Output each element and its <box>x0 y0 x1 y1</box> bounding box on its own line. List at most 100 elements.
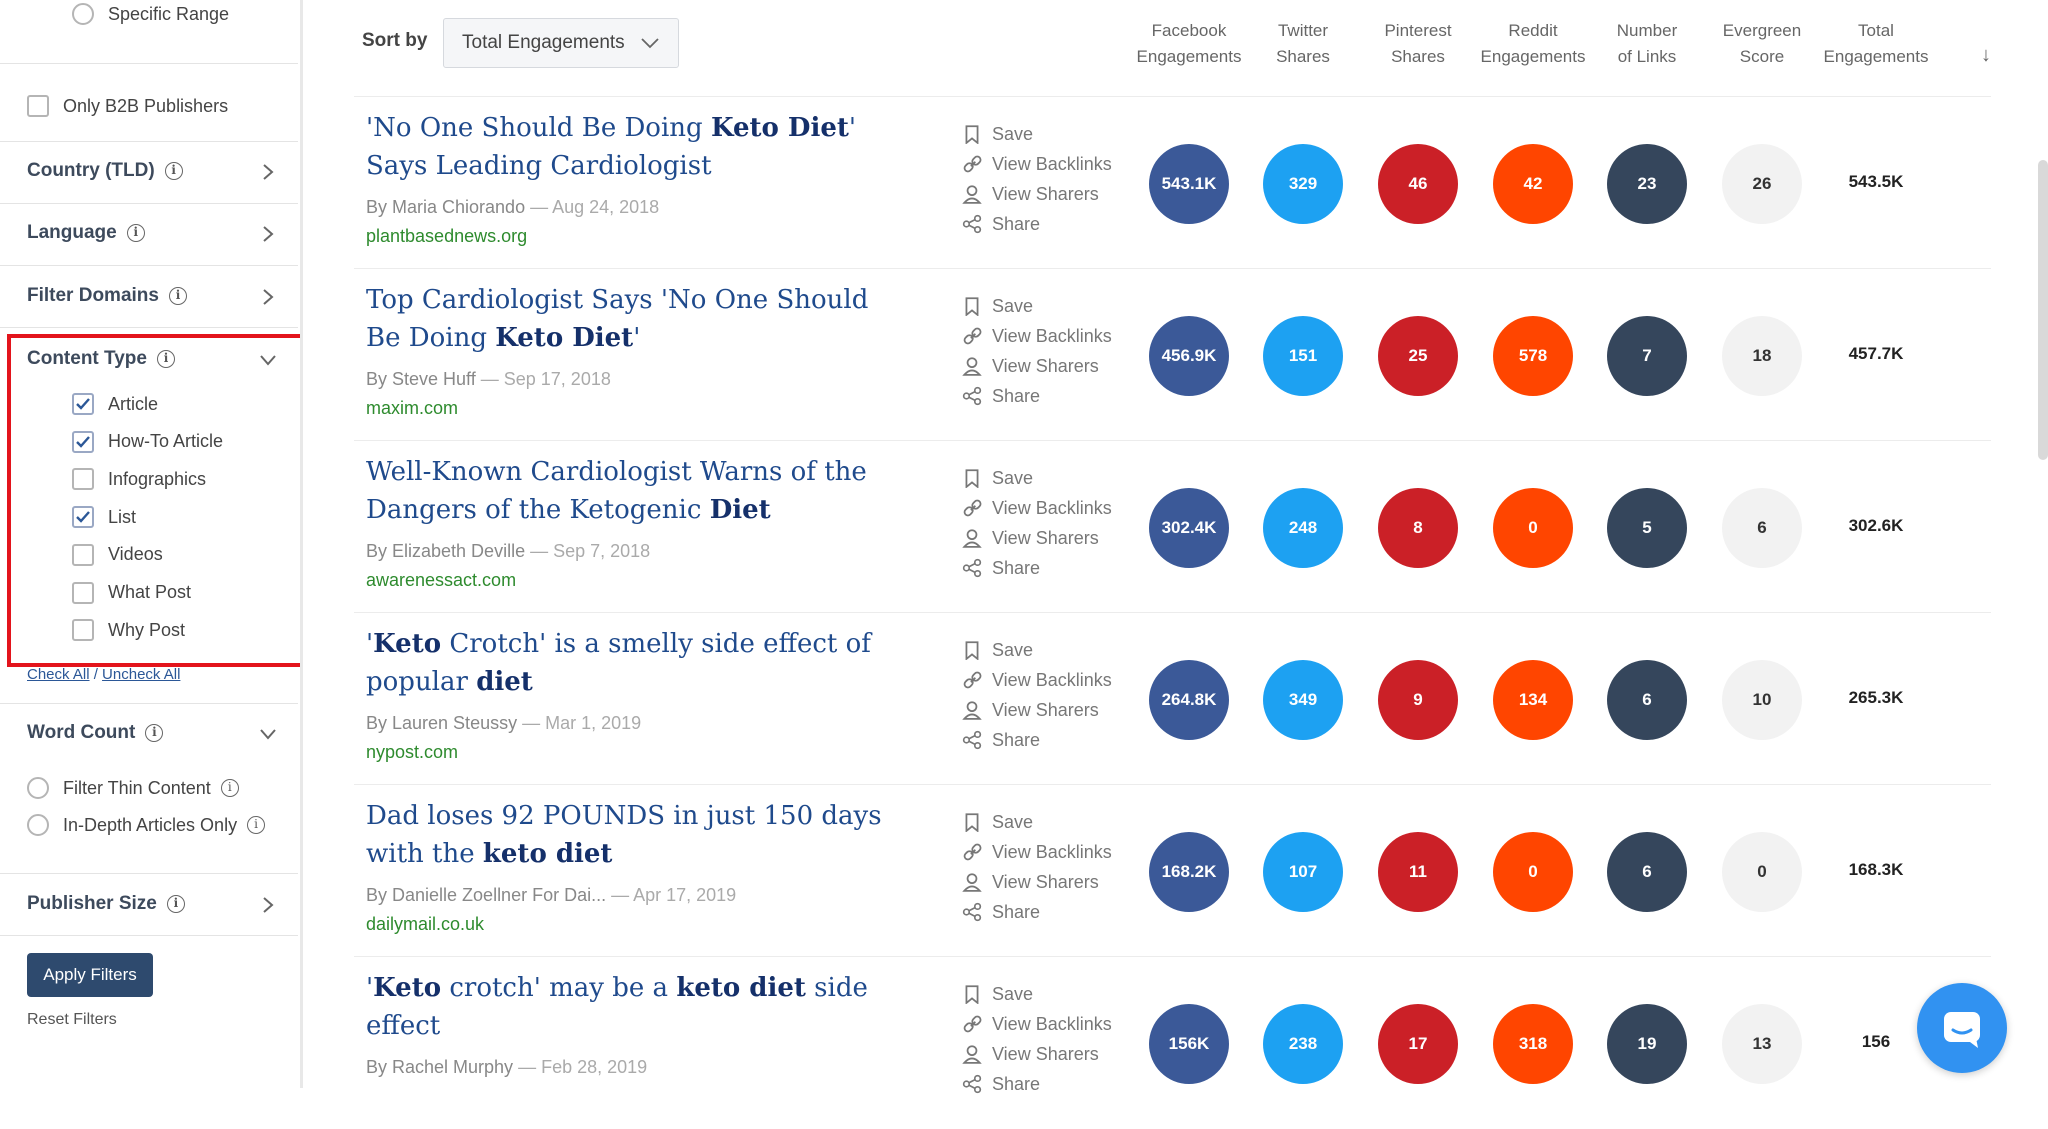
article-title-link[interactable]: Well-Known Cardiologist Warns of the Dan… <box>366 453 906 529</box>
column-header[interactable]: Evergreen Score <box>1702 18 1822 70</box>
info-icon[interactable]: i <box>145 724 164 742</box>
in-depth-option[interactable]: In-Depth Articles Only i <box>27 814 266 836</box>
info-icon[interactable]: i <box>164 162 183 180</box>
filter-thin-radio[interactable] <box>27 777 49 799</box>
b2b-option[interactable]: Only B2B Publishers <box>27 95 228 117</box>
save-button[interactable]: Save <box>962 291 1112 321</box>
specific-range-option[interactable]: Specific Range <box>72 3 229 25</box>
article-title-link[interactable]: 'Keto crotch' may be a keto diet side ef… <box>366 969 906 1045</box>
save-button[interactable]: Save <box>962 807 1112 837</box>
domain-link[interactable]: plantbasednews.org <box>366 226 528 246</box>
view-backlinks-button[interactable]: View Backlinks <box>962 493 1112 523</box>
view-sharers-button[interactable]: View Sharers <box>962 351 1112 381</box>
view-sharers-button[interactable]: View Sharers <box>962 1039 1112 1069</box>
column-header[interactable]: Pinterest Shares <box>1358 18 1478 70</box>
content-type-option[interactable]: Infographics <box>72 468 206 491</box>
sort-dropdown[interactable]: Total Engagements <box>443 18 679 68</box>
content-type-option[interactable]: Videos <box>72 543 163 566</box>
column-header[interactable]: Number of Links <box>1587 18 1707 70</box>
view-backlinks-button[interactable]: View Backlinks <box>962 149 1112 179</box>
filter-thin-option[interactable]: Filter Thin Content i <box>27 777 239 799</box>
view-backlinks-button[interactable]: View Backlinks <box>962 321 1112 351</box>
article-title-link[interactable]: 'No One Should Be Doing Keto Diet' Says … <box>366 109 906 185</box>
column-header[interactable]: Total Engagements <box>1816 18 1936 70</box>
domain-link[interactable]: dailymail.co.uk <box>366 914 485 934</box>
column-header[interactable]: Facebook Engagements <box>1129 18 1249 70</box>
article-title-link[interactable]: Dad loses 92 POUNDS in just 150 days wit… <box>366 797 906 873</box>
column-header[interactable]: Reddit Engagements <box>1473 18 1593 70</box>
chevron-right-icon[interactable] <box>258 287 278 307</box>
content-type-option[interactable]: How-To Article <box>72 430 223 453</box>
country-section[interactable]: Country (TLD) i <box>27 160 183 182</box>
share-button[interactable]: Share <box>962 381 1112 411</box>
info-icon[interactable]: i <box>126 224 145 242</box>
domain-link[interactable]: awarenessact.com <box>366 570 517 590</box>
author[interactable]: By Maria Chiorando <box>366 197 526 217</box>
article-title-link[interactable]: Top Cardiologist Says 'No One Should Be … <box>366 281 906 357</box>
specific-range-radio[interactable] <box>72 3 94 25</box>
content-type-checkbox[interactable] <box>72 619 94 642</box>
chevron-right-icon[interactable] <box>258 224 278 244</box>
share-button[interactable]: Share <box>962 725 1112 755</box>
reset-filters-link[interactable]: Reset Filters <box>27 1011 117 1028</box>
info-icon[interactable]: i <box>166 895 185 913</box>
share-button[interactable]: Share <box>962 897 1112 927</box>
info-icon[interactable]: i <box>247 816 266 834</box>
b2b-label: Only B2B Publishers <box>63 95 229 116</box>
apply-filters-button[interactable]: Apply Filters <box>27 953 153 997</box>
content-type-option[interactable]: List <box>72 506 136 529</box>
article-title-link[interactable]: 'Keto Crotch' is a smelly side effect of… <box>366 625 906 701</box>
save-button[interactable]: Save <box>962 119 1112 149</box>
view-backlinks-button[interactable]: View Backlinks <box>962 665 1112 695</box>
content-type-option[interactable]: Why Post <box>72 619 185 642</box>
view-sharers-button[interactable]: View Sharers <box>962 179 1112 209</box>
content-type-checkbox[interactable] <box>72 543 94 566</box>
save-button[interactable]: Save <box>962 979 1112 1009</box>
content-type-checkbox[interactable] <box>72 468 94 491</box>
uncheck-all-link[interactable]: Uncheck All <box>102 666 181 683</box>
publisher-size-section[interactable]: Publisher Size i <box>27 893 185 915</box>
chevron-right-icon[interactable] <box>258 162 278 182</box>
view-sharers-button[interactable]: View Sharers <box>962 867 1112 897</box>
chevron-down-icon[interactable] <box>258 724 278 744</box>
info-icon[interactable]: i <box>168 287 187 305</box>
share-button[interactable]: Share <box>962 209 1112 239</box>
view-sharers-button[interactable]: View Sharers <box>962 695 1112 725</box>
b2b-checkbox[interactable] <box>27 95 49 117</box>
author[interactable]: By Lauren Steussy <box>366 713 518 733</box>
filter-domains-section[interactable]: Filter Domains i <box>27 285 187 307</box>
column-header[interactable]: Twitter Shares <box>1243 18 1363 70</box>
sort-direction-icon[interactable]: ↓ <box>1981 44 1991 66</box>
language-section[interactable]: Language i <box>27 222 145 244</box>
title-keyword: keto diet <box>482 839 613 869</box>
word-count-section[interactable]: Word Count i <box>27 722 164 744</box>
in-depth-radio[interactable] <box>27 814 49 836</box>
info-icon[interactable]: i <box>220 779 239 797</box>
save-button[interactable]: Save <box>962 463 1112 493</box>
author[interactable]: By Danielle Zoellner For Dai... <box>366 885 607 905</box>
chevron-down-icon[interactable] <box>258 350 278 370</box>
content-type-option[interactable]: Article <box>72 393 158 415</box>
author[interactable]: By Steve Huff <box>366 369 476 389</box>
content-type-checkbox[interactable] <box>72 430 94 453</box>
chat-button[interactable] <box>1917 983 2007 1073</box>
domain-link[interactable]: maxim.com <box>366 398 459 418</box>
info-icon[interactable]: i <box>156 350 175 368</box>
author[interactable]: By Elizabeth Deville <box>366 541 526 561</box>
content-type-checkbox[interactable] <box>72 581 94 604</box>
view-backlinks-button[interactable]: View Backlinks <box>962 837 1112 867</box>
content-type-checkbox[interactable] <box>72 393 94 415</box>
content-type-checkbox[interactable] <box>72 506 94 529</box>
author[interactable]: By Rachel Murphy <box>366 1057 514 1077</box>
domain-link[interactable]: nypost.com <box>366 742 459 762</box>
view-backlinks-button[interactable]: View Backlinks <box>962 1009 1112 1039</box>
content-type-option[interactable]: What Post <box>72 581 191 604</box>
view-sharers-button[interactable]: View Sharers <box>962 523 1112 553</box>
share-button[interactable]: Share <box>962 553 1112 583</box>
scrollbar[interactable] <box>2038 160 2048 460</box>
share-button[interactable]: Share <box>962 1069 1112 1099</box>
chevron-right-icon[interactable] <box>258 895 278 915</box>
content-type-section[interactable]: Content Type i <box>27 348 175 370</box>
check-all-link[interactable]: Check All <box>27 666 90 683</box>
save-button[interactable]: Save <box>962 635 1112 665</box>
